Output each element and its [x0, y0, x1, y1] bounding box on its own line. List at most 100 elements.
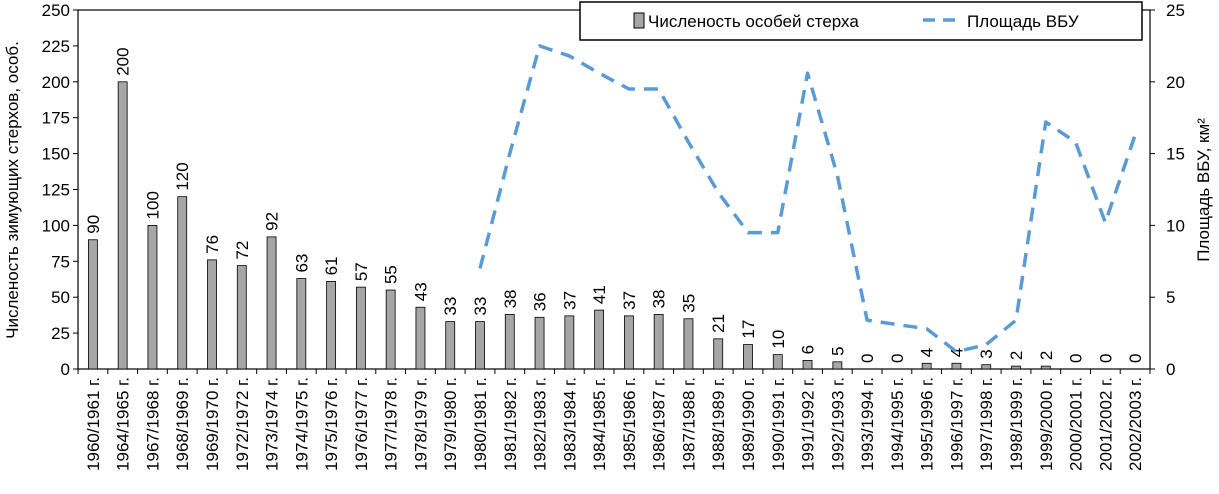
bar [772, 354, 783, 370]
data-label: 2 [1007, 351, 1026, 360]
left-tick-label: 150 [42, 145, 70, 164]
bar [802, 359, 813, 370]
data-label: 120 [173, 162, 192, 190]
bar [147, 224, 158, 370]
x-tick-label: 1968/1969 г. [173, 377, 192, 471]
x-tick-label: 1996/1997 г. [947, 377, 966, 471]
x-tick-label: 1994/1995 г. [888, 377, 907, 471]
bar [564, 315, 575, 370]
data-label: 3 [977, 349, 996, 358]
bar [981, 364, 992, 370]
legend: Численость особей стерха Площадь ВБУ [579, 1, 1143, 41]
left-tick-label: 225 [42, 37, 70, 56]
x-tick-label: 1997/1998 г. [977, 377, 996, 471]
left-tick-label: 0 [61, 360, 70, 379]
data-label: 92 [263, 212, 282, 231]
left-tick-label: 175 [42, 109, 70, 128]
data-label: 38 [501, 290, 520, 309]
x-tick-label: 1999/2000 г. [1037, 377, 1056, 471]
right-tick-label: 10 [1166, 216, 1185, 235]
bar [415, 306, 426, 370]
data-label: 0 [858, 354, 877, 363]
left-tick-label: 50 [51, 288, 70, 307]
right-tick-label: 5 [1166, 288, 1175, 307]
right-tick-label: 15 [1166, 145, 1185, 164]
data-label: 33 [441, 297, 460, 316]
x-axis: 1960/1961 г. 1964/1965 г. 1967/1968 г. 1968… [77, 369, 1151, 471]
data-label: 37 [560, 291, 579, 310]
data-label: 0 [1096, 354, 1115, 363]
right-y-axis: 0 5 10 15 20 25 [1150, 1, 1185, 379]
left-tick-label: 100 [42, 216, 70, 235]
x-tick-label: 1992/1993 г. [828, 377, 847, 471]
right-tick-label: 0 [1166, 360, 1175, 379]
data-label: 41 [590, 285, 609, 304]
bar [594, 309, 605, 370]
x-tick-label: 1982/1983 г. [531, 377, 550, 471]
x-tick-label: 1974/1975 г. [292, 377, 311, 471]
right-tick-label: 20 [1166, 73, 1185, 92]
bar [683, 318, 694, 370]
x-tick-label: 1981/1982 г. [501, 377, 520, 471]
bar [921, 362, 932, 370]
x-tick-label: 1995/1996 г. [918, 377, 937, 471]
x-tick-label: 1978/1979 г. [411, 377, 430, 471]
data-label: 72 [233, 241, 252, 260]
x-tick-label: 1977/1978 г. [382, 377, 401, 471]
bar [1011, 365, 1021, 370]
x-tick-label: 1989/1990 г. [739, 377, 758, 471]
x-tick-label: 1993/1994 г. [858, 377, 877, 471]
legend-line-label: Площадь ВБУ [967, 12, 1079, 31]
left-tick-label: 125 [42, 181, 70, 200]
bar [266, 236, 277, 370]
data-label: 21 [709, 314, 728, 333]
x-tick-label: 2001/2002 г. [1096, 377, 1115, 471]
bar [355, 286, 366, 370]
data-label: 200 [114, 47, 133, 75]
x-tick-label: 1998/1999 г. [1007, 377, 1026, 471]
left-tick-label: 200 [42, 73, 70, 92]
x-tick-label: 1991/1992 г. [799, 377, 818, 471]
x-tick-label: 1979/1980 г. [441, 377, 460, 471]
x-tick-label: 1967/1968 г. [143, 377, 162, 471]
data-label: 76 [203, 235, 222, 254]
x-tick-label: 1980/1981 г. [471, 377, 490, 471]
left-tick-label: 75 [51, 252, 70, 271]
bar [475, 321, 485, 370]
bar [326, 281, 337, 370]
data-label: 38 [650, 290, 669, 309]
legend-bar-label: Численость особей стерха [648, 12, 859, 31]
left-tick-label: 25 [51, 324, 70, 343]
x-tick-label: 1987/1988 г. [679, 377, 698, 471]
y2-axis-title: Площадь ВБУ, км² [1194, 118, 1213, 262]
x-tick-label: 1990/1991 г. [769, 377, 788, 471]
data-label: 0 [888, 354, 907, 363]
x-tick-label: 1985/1986 г. [620, 377, 639, 471]
data-label: 0 [1126, 354, 1145, 363]
bar [832, 361, 843, 370]
data-label: 63 [292, 254, 311, 273]
x-tick-label: 1983/1984 г. [560, 377, 579, 471]
y-axis-title: Численость зимующих стерхов, особ. [3, 41, 22, 339]
data-label: 2 [1037, 351, 1056, 360]
left-tick-label: 250 [42, 1, 70, 20]
data-label: 6 [799, 345, 818, 354]
data-label: 36 [531, 292, 550, 311]
x-tick-label: 1973/1974 г. [263, 377, 282, 471]
bar [534, 316, 545, 370]
bar-series [87, 81, 1051, 370]
bar [504, 314, 515, 370]
x-tick-label: 1976/1977 г. [352, 377, 371, 471]
data-label: 90 [84, 215, 103, 234]
data-label: 57 [352, 262, 371, 281]
data-label: 100 [143, 191, 162, 219]
data-label: 10 [769, 330, 788, 349]
x-tick-label: 1960/1961 г. [84, 377, 103, 471]
bar [236, 265, 247, 370]
data-label: 4 [947, 348, 966, 357]
x-tick-label: 2000/2001 г. [1067, 377, 1086, 471]
right-tick-label: 25 [1166, 1, 1185, 20]
bar [653, 314, 664, 370]
bar [1040, 365, 1051, 370]
